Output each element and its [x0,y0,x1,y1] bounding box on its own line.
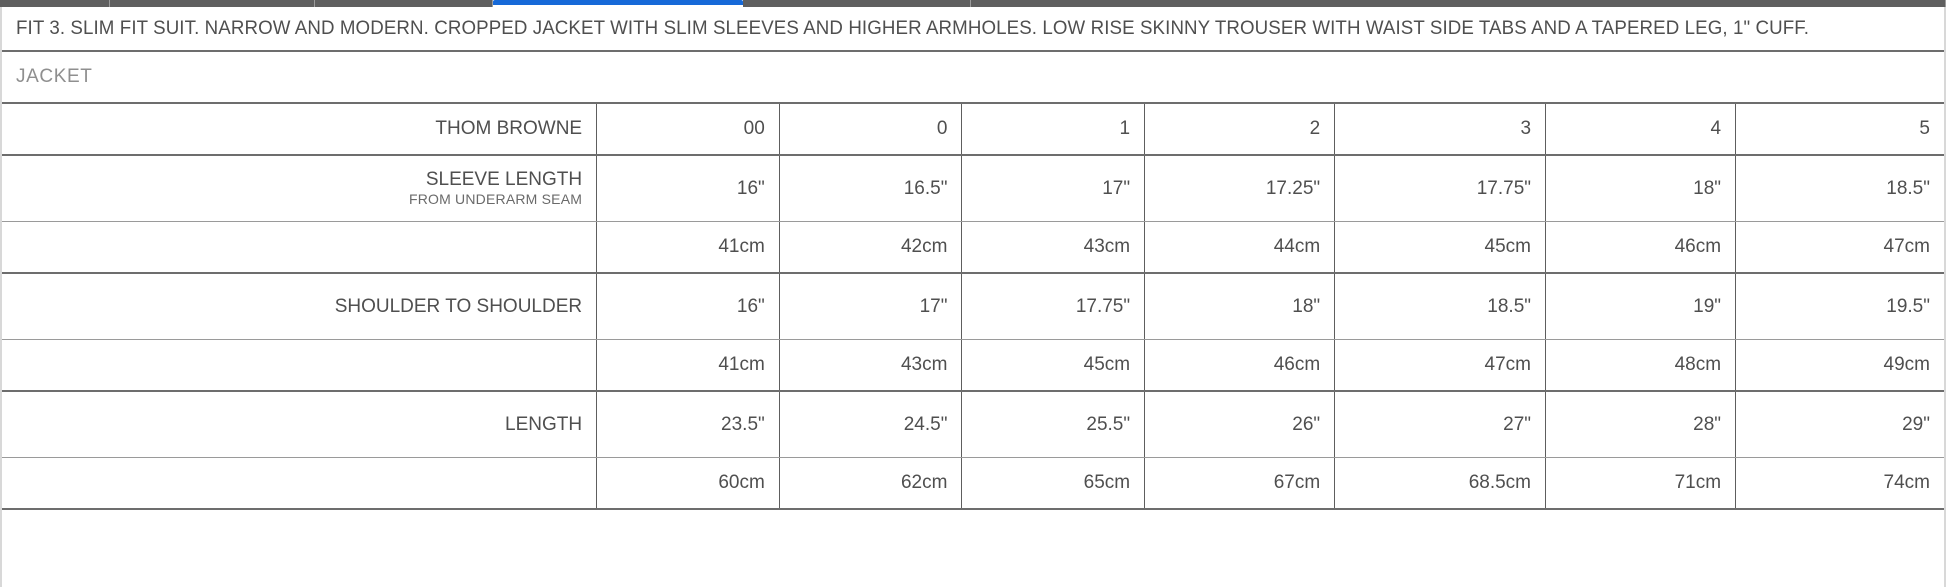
measurement-value-cm: 74cm [1735,457,1944,510]
size-header-cell: 0 [778,102,963,156]
size-header-cell: 2 [1144,102,1336,156]
measurement-value-inches: 19.5" [1735,272,1944,340]
measurement-value-cm: 68.5cm [1334,457,1547,510]
size-header-cell: 1 [961,102,1146,156]
table-row: SLEEVE LENGTH FROM UNDERARM SEAM 16" 16.5" 1… [2,154,1944,222]
measurement-value-inches: 17.25" [1144,154,1336,222]
measurement-label-cell-empty [2,339,598,392]
size-header-cell: 5 [1735,102,1944,156]
measurement-label-cell-empty [2,221,598,274]
browser-tab-4[interactable] [493,0,743,7]
jacket-size-table: THOM BROWNE 00 0 1 2 3 4 5 SLEEVE LENGTH FROM UND… [2,102,1944,510]
measurement-label: SLEEVE LENGTH [425,169,583,191]
measurement-value-inches: 26" [1144,390,1336,458]
measurement-value-inches: 25.5" [961,390,1146,458]
measurement-value-cm: 47cm [1334,339,1547,392]
measurement-label-cell-empty [2,457,598,510]
table-row: LENGTH 23.5" 24.5" 25.5" 26" 27" 28" 29" [2,390,1944,458]
measurement-value-cm: 65cm [961,457,1146,510]
measurement-value-inches: 28" [1545,390,1737,458]
measurement-value-cm: 49cm [1735,339,1944,392]
measurement-value-cm: 46cm [1144,339,1336,392]
measurement-value-cm: 48cm [1545,339,1737,392]
browser-tab-3[interactable] [315,0,493,7]
browser-tab-6[interactable] [971,0,1946,7]
browser-tab-5[interactable] [743,0,971,7]
measurement-value-cm: 45cm [961,339,1146,392]
measurement-value-cm: 45cm [1334,221,1547,274]
measurement-value-inches: 24.5" [778,390,963,458]
measurement-value-inches: 18" [1545,154,1737,222]
measurement-value-cm: 43cm [961,221,1146,274]
measurement-value-inches: 18.5" [1735,154,1944,222]
table-row: 41cm 42cm 43cm 44cm 45cm 46cm 47cm [2,221,1944,274]
measurement-value-inches: 18.5" [1334,272,1547,340]
table-row: SHOULDER TO SHOULDER 16" 17" 17.75" 18" 18.5"… [2,272,1944,340]
fit-description-text: FIT 3. SLIM FIT SUIT. NARROW AND MODERN.… [16,17,1810,39]
fit-description-row: FIT 3. SLIM FIT SUIT. NARROW AND MODERN.… [2,7,1944,52]
measurement-value-cm: 43cm [778,339,963,392]
measurement-sublabel: FROM UNDERARM SEAM [408,191,583,208]
browser-tab-2[interactable] [110,0,315,7]
measurement-value-cm: 47cm [1735,221,1944,274]
size-header-cell: 4 [1545,102,1737,156]
table-row: 60cm 62cm 65cm 67cm 68.5cm 71cm 74cm [2,457,1944,510]
measurement-value-cm: 46cm [1545,221,1737,274]
brand-label-cell: THOM BROWNE [2,102,598,156]
size-header-cell: 3 [1334,102,1547,156]
measurement-value-cm: 42cm [778,221,963,274]
table-row: 41cm 43cm 45cm 46cm 47cm 48cm 49cm [2,339,1944,392]
measurement-value-inches: 23.5" [596,390,780,458]
measurement-value-cm: 60cm [596,457,780,510]
size-header-cell: 00 [596,102,780,156]
measurement-value-inches: 29" [1735,390,1944,458]
table-header-row: THOM BROWNE 00 0 1 2 3 4 5 [2,102,1944,156]
measurement-label-cell: LENGTH [2,390,598,458]
measurement-value-inches: 27" [1334,390,1547,458]
active-tab-accent-bar [493,0,743,5]
size-chart-page: FIT 3. SLIM FIT SUIT. NARROW AND MODERN.… [0,7,1946,587]
measurement-value-cm: 41cm [596,221,780,274]
browser-tab-1[interactable] [0,0,110,7]
measurement-value-cm: 67cm [1144,457,1336,510]
measurement-value-inches: 17.75" [1334,154,1547,222]
measurement-value-inches: 16" [596,272,780,340]
measurement-label: LENGTH [505,413,583,435]
measurement-value-inches: 19" [1545,272,1737,340]
measurement-label: SHOULDER TO SHOULDER [334,295,583,317]
measurement-value-cm: 41cm [596,339,780,392]
section-header-row: JACKET [2,52,1944,102]
measurement-value-inches: 16.5" [778,154,963,222]
measurement-value-inches: 17" [961,154,1146,222]
measurement-value-cm: 44cm [1144,221,1336,274]
measurement-value-inches: 16" [596,154,780,222]
measurement-value-inches: 17" [778,272,963,340]
measurement-value-inches: 18" [1144,272,1336,340]
browser-tab-strip [0,0,1946,7]
measurement-label-cell: SLEEVE LENGTH FROM UNDERARM SEAM [2,154,598,222]
measurement-value-cm: 71cm [1545,457,1737,510]
measurement-label-cell: SHOULDER TO SHOULDER [2,272,598,340]
measurement-value-inches: 17.75" [961,272,1146,340]
measurement-value-cm: 62cm [778,457,963,510]
section-label: JACKET [16,66,93,87]
